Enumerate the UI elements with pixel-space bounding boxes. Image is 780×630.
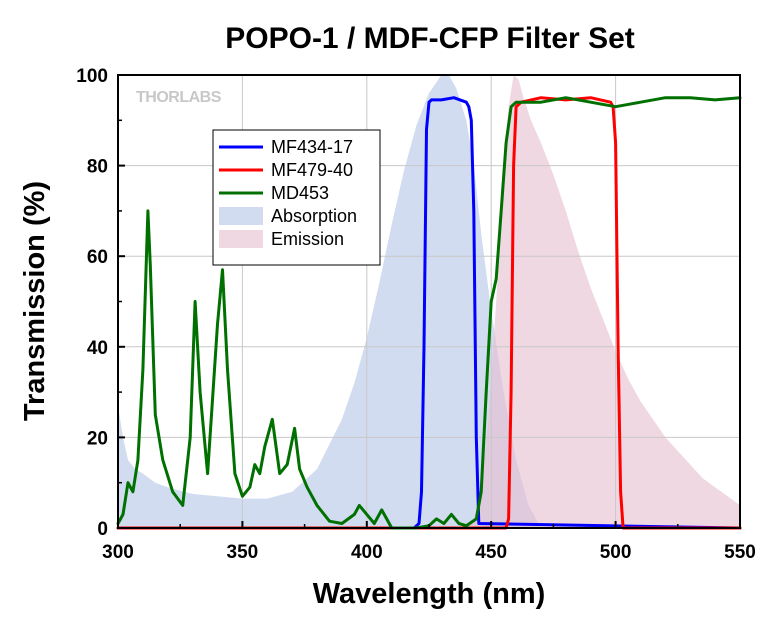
y-tick-label: 0 [97, 519, 108, 540]
x-tick-label: 350 [227, 542, 259, 563]
y-tick-label: 60 [87, 247, 108, 268]
y-tick-label: 20 [87, 428, 108, 449]
line-mf434-17 [116, 96, 742, 530]
legend-label-absorption: Absorption [271, 206, 357, 226]
thorlabs-watermark: THORLABS [136, 89, 222, 106]
line-mf479-40 [116, 96, 742, 530]
legend-label-mf479-40: MF479-40 [271, 160, 353, 180]
x-axis-title: Wavelength (nm) [313, 578, 546, 610]
x-tick-label: 500 [600, 542, 632, 563]
legend-swatch-absorption [219, 207, 263, 225]
chart-title: POPO-1 / MDF-CFP Filter Set [225, 22, 635, 55]
x-tick-label: 450 [475, 542, 507, 563]
x-tick-label: 400 [351, 542, 383, 563]
legend-label-md453: MD453 [271, 183, 329, 203]
y-tick-label: 100 [76, 66, 108, 87]
legend-swatch-emission [219, 230, 263, 248]
area-absorption [118, 75, 541, 528]
tick-labels: 300 350 400 450 500 550 0 20 40 60 80 100 [76, 66, 756, 563]
axis-ticks [117, 74, 741, 529]
y-tick-label: 40 [87, 338, 108, 359]
line-series-group [116, 96, 742, 530]
area-series-group [118, 75, 740, 528]
y-tick-label: 80 [87, 157, 108, 178]
x-tick-label: 550 [724, 542, 756, 563]
line-md453 [116, 96, 742, 530]
legend: MF434-17 MF479-40 MD453 Absorption Emission [212, 129, 381, 266]
area-emission [466, 75, 740, 528]
legend-label-mf434-17: MF434-17 [271, 137, 353, 157]
y-axis-title: Transmission (%) [19, 181, 51, 421]
legend-label-emission: Emission [271, 229, 344, 249]
x-tick-label: 300 [102, 542, 134, 563]
